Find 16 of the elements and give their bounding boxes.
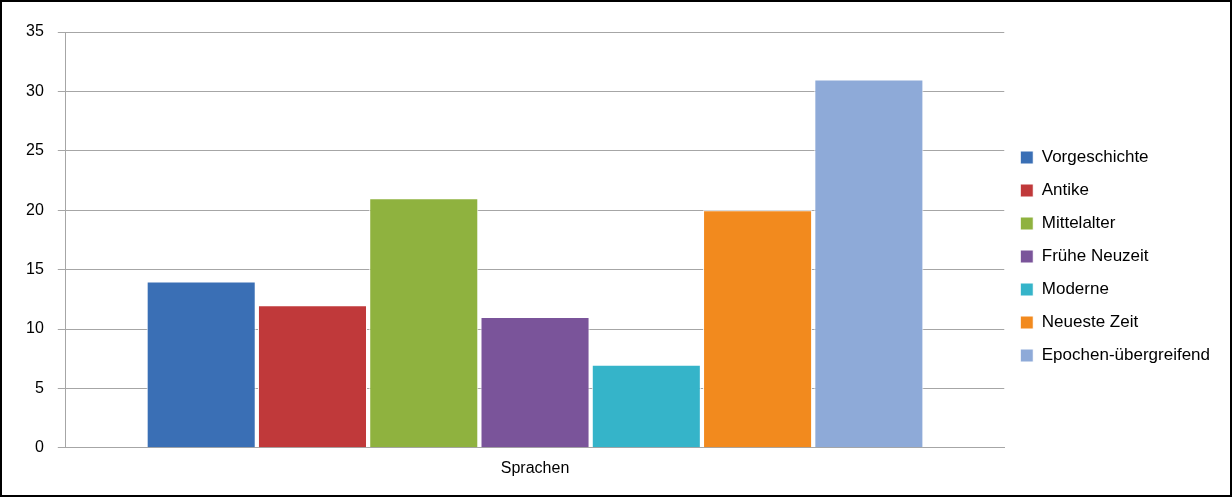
y-tick-label: 25 (26, 141, 44, 159)
y-tick-label: 0 (34, 438, 44, 456)
y-tick-label: 30 (26, 81, 44, 99)
y-tick-label: 15 (26, 260, 44, 278)
legend-label: Mittelalter (1041, 213, 1116, 233)
y-tick-label: 35 (26, 22, 44, 40)
legend-label: Epochen-übergreifend (1041, 345, 1210, 365)
legend-label: Neueste Zeit (1041, 312, 1139, 332)
y-tick-label: 5 (34, 378, 44, 396)
x-tick-label: Sprachen (500, 458, 570, 476)
legend-label: Moderne (1041, 279, 1109, 299)
y-tick-label: 10 (26, 319, 44, 337)
legend-label: Vorgeschichte (1041, 147, 1149, 167)
legend-label: Antike (1041, 180, 1090, 200)
legend-label: Frühe Neuzeit (1041, 246, 1149, 266)
y-tick-label: 20 (26, 200, 44, 218)
